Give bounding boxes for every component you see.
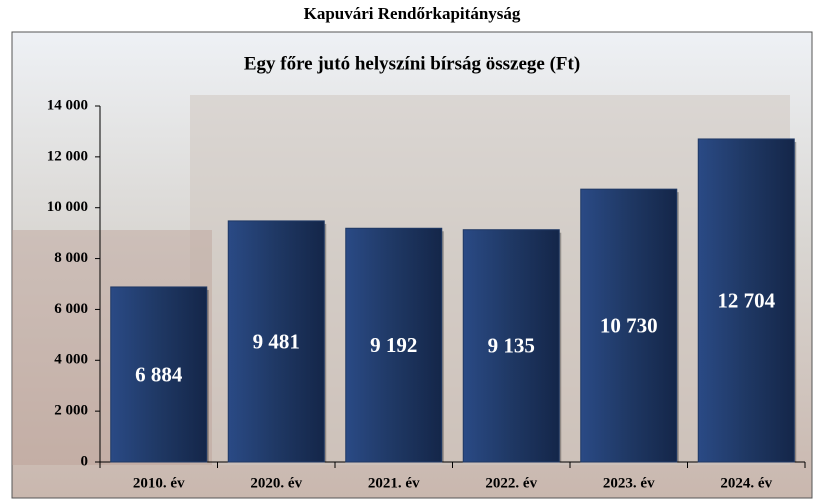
y-tick-label: 12 000 (47, 148, 88, 164)
chart-title: Kapuvári Rendőrkapitányság (304, 4, 521, 23)
page: {"chart_data": {"type": "bar", "title": … (0, 0, 825, 500)
data-label: 10 730 (600, 313, 658, 337)
x-tick-label: 2021. év (368, 475, 420, 491)
y-tick-label: 4 000 (54, 352, 88, 368)
y-tick-label: 6 000 (54, 301, 88, 317)
y-tick-label: 8 000 (54, 250, 88, 266)
data-label: 9 481 (253, 329, 300, 353)
y-tick-label: 14 000 (47, 97, 88, 113)
x-tick-label: 2010. év (133, 475, 185, 491)
chart-subtitle: Egy főre jutó helyszíni bírság összege (… (244, 53, 580, 74)
x-tick-label: 2020. év (250, 475, 302, 491)
x-tick-label: 2023. év (603, 475, 655, 491)
x-tick-label: 2022. év (485, 475, 537, 491)
data-label: 9 135 (488, 334, 535, 358)
x-tick-label: 2024. év (720, 475, 772, 491)
data-label: 12 704 (717, 288, 775, 312)
y-tick-label: 2 000 (54, 403, 88, 419)
data-label: 6 884 (135, 362, 183, 386)
chart: Kapuvári Rendőrkapitányság Egy főre jutó… (0, 0, 825, 500)
y-tick-label: 10 000 (47, 199, 88, 215)
y-tick-label: 0 (81, 453, 89, 469)
data-label: 9 192 (370, 333, 417, 357)
